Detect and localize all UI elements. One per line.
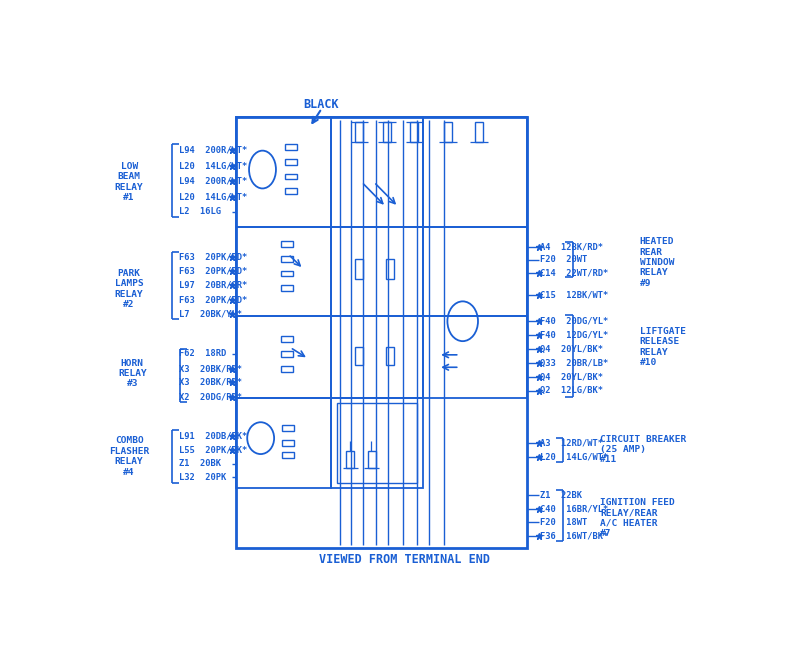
Text: C15  12BK/WT*: C15 12BK/WT*: [540, 291, 608, 299]
Bar: [282, 424, 294, 431]
Text: Q4  20YL/BK*: Q4 20YL/BK*: [540, 373, 603, 382]
Bar: [386, 259, 394, 279]
Text: F62  18RD: F62 18RD: [179, 349, 226, 358]
Text: Z1  20BK: Z1 20BK: [179, 459, 222, 468]
Bar: [285, 159, 297, 165]
Text: L20  14LG/WT*: L20 14LG/WT*: [540, 452, 608, 461]
Bar: [337, 403, 417, 483]
Bar: [331, 317, 423, 399]
Bar: [368, 451, 376, 468]
Text: COMBO
FLASHER
RELAY
#4: COMBO FLASHER RELAY #4: [109, 437, 149, 477]
Text: L7  20BK/YL*: L7 20BK/YL*: [179, 310, 242, 318]
Bar: [281, 337, 293, 342]
Bar: [331, 227, 423, 317]
Text: CIRCUIT BREAKER
(25 AMP)
#11: CIRCUIT BREAKER (25 AMP) #11: [600, 435, 686, 464]
Bar: [410, 122, 418, 142]
Bar: [285, 174, 297, 180]
Text: PARK
LAMPS
RELAY
#2: PARK LAMPS RELAY #2: [115, 269, 144, 309]
Bar: [236, 118, 527, 548]
Bar: [355, 122, 364, 142]
Text: L97  20BR/OR*: L97 20BR/OR*: [179, 281, 248, 290]
Text: X3  20BK/RD*: X3 20BK/RD*: [179, 378, 242, 387]
Bar: [236, 317, 331, 399]
Bar: [285, 189, 297, 194]
Text: L20  14LG/WT*: L20 14LG/WT*: [179, 193, 248, 202]
Bar: [423, 118, 527, 227]
Bar: [355, 348, 364, 365]
Bar: [281, 351, 293, 357]
Text: Z1  22BK: Z1 22BK: [540, 491, 582, 500]
Bar: [346, 451, 354, 468]
Text: F63  20PK/RD*: F63 20PK/RD*: [179, 295, 248, 304]
Bar: [236, 399, 331, 488]
Bar: [282, 440, 294, 446]
Bar: [331, 118, 423, 227]
Bar: [281, 271, 293, 276]
Text: IGNITION FEED
RELAY/REAR
A/C HEATER
#7: IGNITION FEED RELAY/REAR A/C HEATER #7: [600, 497, 675, 538]
Text: LOW
BEAM
RELAY
#1: LOW BEAM RELAY #1: [115, 162, 144, 202]
Text: L94  200R/WT*: L94 200R/WT*: [179, 177, 248, 186]
Bar: [236, 118, 331, 227]
Bar: [386, 348, 394, 365]
Text: L20  14LG/WT*: L20 14LG/WT*: [179, 162, 248, 171]
Text: F20  20WT: F20 20WT: [540, 255, 587, 264]
Text: L2  16LG: L2 16LG: [179, 207, 222, 216]
Bar: [444, 122, 452, 142]
Bar: [282, 452, 294, 458]
Text: C40  16BR/YL*: C40 16BR/YL*: [540, 505, 608, 514]
Text: F40  20DG/YL*: F40 20DG/YL*: [540, 317, 608, 326]
Bar: [281, 366, 293, 372]
Text: L94  200R/WT*: L94 200R/WT*: [179, 145, 248, 154]
Text: F20  18WT: F20 18WT: [540, 517, 587, 526]
Text: C14  22WT/RD*: C14 22WT/RD*: [540, 268, 608, 277]
Bar: [331, 399, 423, 488]
Bar: [281, 241, 293, 247]
Bar: [281, 256, 293, 262]
Text: LIFTGATE
RELEASE
RELAY
#10: LIFTGATE RELEASE RELAY #10: [640, 327, 686, 367]
Bar: [355, 259, 364, 279]
Text: A3  12RD/WT*: A3 12RD/WT*: [540, 439, 603, 448]
Text: F63  20PK/RD*: F63 20PK/RD*: [179, 267, 248, 275]
Text: F40  12DG/YL*: F40 12DG/YL*: [540, 331, 608, 340]
Bar: [285, 143, 297, 150]
Text: HORN
RELAY
#3: HORN RELAY #3: [118, 359, 147, 388]
Text: L91  20DB/PK*: L91 20DB/PK*: [179, 431, 248, 440]
Text: X3  20BK/RD*: X3 20BK/RD*: [179, 364, 242, 373]
Text: BLACK: BLACK: [304, 98, 339, 111]
Bar: [236, 227, 331, 317]
Bar: [475, 122, 483, 142]
Text: F36  16WT/BK*: F36 16WT/BK*: [540, 531, 608, 540]
Text: HEATED
REAR
WINDOW
RELAY
#9: HEATED REAR WINDOW RELAY #9: [640, 237, 675, 288]
Bar: [423, 317, 527, 399]
Text: A4  12BK/RD*: A4 12BK/RD*: [540, 242, 603, 251]
Text: Q33  20BR/LB*: Q33 20BR/LB*: [540, 359, 608, 368]
Text: Q2  12LG/BK*: Q2 12LG/BK*: [540, 386, 603, 395]
Text: VIEWED FROM TERMINAL END: VIEWED FROM TERMINAL END: [319, 553, 490, 566]
Text: Q4  20YL/BK*: Q4 20YL/BK*: [540, 344, 603, 353]
Bar: [281, 286, 293, 291]
Text: X2  20DG/RD*: X2 20DG/RD*: [179, 392, 242, 401]
Bar: [383, 122, 391, 142]
Text: F63  20PK/RD*: F63 20PK/RD*: [179, 252, 248, 261]
Bar: [423, 227, 527, 317]
Text: L55  20PK/BK*: L55 20PK/BK*: [179, 445, 248, 454]
Text: L32  20PK: L32 20PK: [179, 473, 226, 482]
